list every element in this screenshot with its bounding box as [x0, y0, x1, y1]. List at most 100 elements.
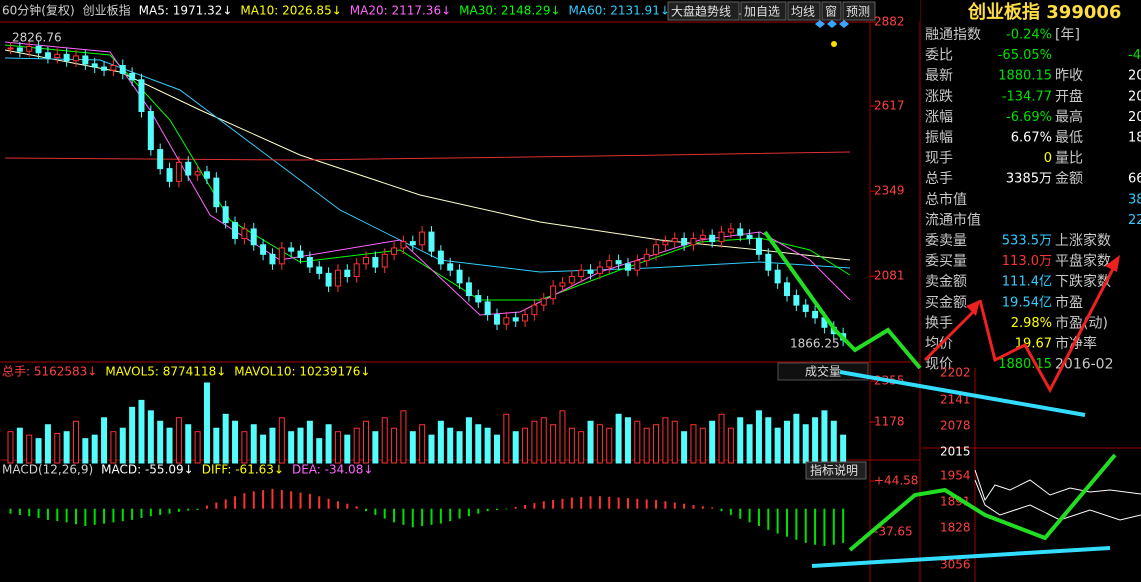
mini-label: 1891: [940, 495, 971, 509]
button[interactable]: [667, 1, 740, 21]
diamonds: [815, 20, 849, 28]
row-label2: 最低: [1055, 130, 1083, 146]
y-tick-label: +44.58: [874, 474, 918, 488]
row-value: 533.5万: [1002, 234, 1052, 249]
volume-bar: [662, 417, 669, 464]
volume-bar: [381, 417, 388, 464]
candle: [615, 260, 622, 265]
row-label: 现手: [925, 151, 953, 167]
mini-label: 3056: [940, 558, 971, 572]
row-value2: 20: [1128, 69, 1141, 84]
candle: [381, 253, 388, 268]
candle: [391, 247, 398, 255]
y-tick-label: 2349: [874, 184, 905, 198]
candle: [138, 79, 145, 112]
button[interactable]: [805, 461, 867, 480]
candle: [7, 47, 14, 50]
row-label: 流通市值: [925, 211, 981, 228]
macd-legend: MACD: -55.09↓: [101, 463, 194, 477]
volume-bar: [503, 413, 510, 464]
y-tick-label: -37.65: [874, 525, 913, 539]
diamond: [839, 20, 849, 28]
volume-bar: [185, 424, 192, 464]
candle: [419, 231, 426, 246]
green-arrow: [848, 453, 1117, 552]
candle: [203, 171, 210, 179]
candle: [578, 269, 585, 278]
row-label: 总手: [925, 171, 953, 187]
candle: [765, 253, 772, 271]
row-value2: 22: [1128, 213, 1141, 228]
candle: [690, 237, 697, 246]
volume-legend: MAVOL5: 8774118↓: [105, 365, 226, 379]
row-value2: 18: [1128, 131, 1141, 146]
candle: [653, 244, 660, 255]
volume-bar: [72, 420, 79, 464]
volume-bar: [531, 420, 538, 464]
candle: [475, 295, 482, 303]
marker-dot: [831, 41, 837, 47]
candle: [222, 206, 229, 224]
dropdown[interactable]: [777, 362, 869, 381]
volume-bar: [428, 434, 435, 464]
header-item: MA20: 2117.36↓: [350, 4, 451, 18]
candle: [447, 263, 454, 271]
button[interactable]: [821, 1, 842, 21]
row-value: -65.05%: [998, 48, 1052, 63]
ma-line: [4, 151, 851, 161]
button-label[interactable]: 窗: [825, 5, 837, 19]
header-item: 60分钟(复权): [2, 3, 75, 18]
row-label2: 昨收: [1055, 68, 1083, 84]
button-label[interactable]: 加自选: [744, 5, 780, 19]
button-label[interactable]: 预测: [846, 5, 870, 19]
button-label[interactable]: 大盘趋势线: [671, 4, 731, 19]
candle: [157, 149, 164, 170]
volume-bar: [606, 427, 613, 464]
candle: [232, 222, 239, 239]
row-label2: 平盘家数: [1055, 253, 1111, 270]
candle: [54, 53, 61, 59]
row-label: 换手: [925, 314, 953, 331]
candle: [624, 263, 631, 271]
candle: [727, 228, 734, 233]
volume-bar: [391, 427, 398, 464]
volume-bar: [363, 420, 370, 464]
candle: [241, 228, 248, 239]
volume-bar: [278, 417, 285, 464]
row-label2: 量比: [1055, 151, 1083, 167]
volume-bar: [840, 434, 847, 464]
dropdown-label[interactable]: 成交量: [805, 364, 841, 379]
candle: [512, 317, 519, 322]
candle: [72, 55, 79, 62]
volume-bar: [409, 431, 416, 464]
y-tick-label: 1178: [874, 415, 905, 429]
ma-line: [4, 57, 851, 273]
cyan-line: [839, 370, 1086, 417]
button-label[interactable]: 指标说明: [810, 463, 858, 478]
candle: [185, 161, 192, 176]
button[interactable]: [842, 1, 876, 21]
volume-bar: [63, 431, 70, 464]
candle: [812, 310, 819, 319]
candle: [493, 314, 500, 325]
volume-bar: [372, 431, 379, 464]
row-label: 现价: [925, 357, 953, 373]
high-label: 2826.76: [12, 31, 62, 45]
volume-bar: [578, 431, 585, 464]
volume-bar: [456, 431, 463, 464]
button-label[interactable]: 均线: [791, 5, 815, 19]
candle: [662, 241, 669, 246]
volume-bar: [624, 417, 631, 464]
row-value: 6.67%: [1011, 131, 1052, 146]
candle: [82, 55, 89, 65]
volume-bar: [653, 424, 660, 464]
volume-bar: [419, 424, 426, 464]
chart-frame: [0, 0, 921, 582]
candle: [260, 244, 267, 255]
button[interactable]: [787, 1, 821, 21]
row-label: 委买量: [925, 254, 967, 270]
row-label: 最新: [925, 68, 953, 84]
button[interactable]: [740, 1, 787, 21]
y-tick-label: 2882: [874, 15, 905, 29]
